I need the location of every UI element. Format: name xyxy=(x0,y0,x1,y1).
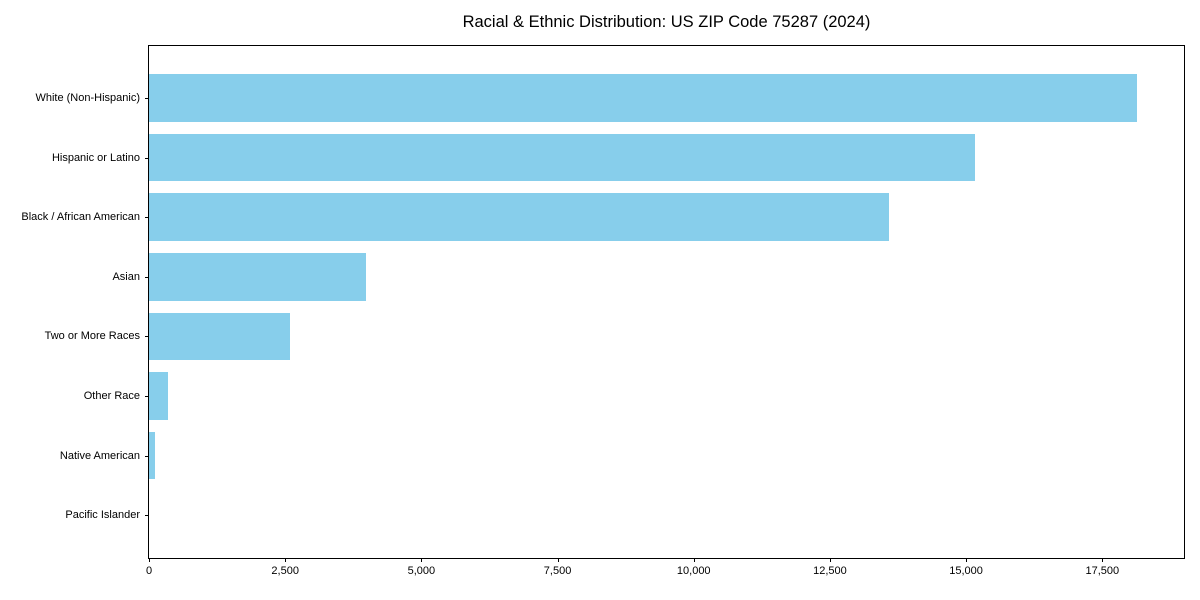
y-tick-other-race xyxy=(145,396,149,397)
y-tick-pacific-islander xyxy=(145,515,149,517)
y-label-asian: Asian xyxy=(112,270,140,283)
plot-area: White (Non-Hispanic) Hispanic or Latino Bl… xyxy=(21,45,1185,577)
x-tick-0 xyxy=(149,558,150,562)
y-label-two-or-more-races: Two or More Races xyxy=(44,330,140,343)
y-label-white-non-hispanic: White (Non-Hispanic) xyxy=(35,92,140,104)
bar-two-or-more-races xyxy=(149,312,291,361)
bar-white-non-hispanic xyxy=(149,74,1138,122)
chart-title: Racial & Ethnic Distribution: US ZIP Cod… xyxy=(462,13,871,31)
bar-native-american xyxy=(149,431,155,480)
y-label-hispanic-or-latino: Hispanic or Latino xyxy=(51,151,140,164)
y-tick-hispanic-or-latino xyxy=(145,157,149,159)
y-label-native-american: Native American xyxy=(59,449,140,462)
y-tick-asian xyxy=(145,276,149,278)
x-label-12500: 12,500 xyxy=(813,565,847,577)
x-tick-5000 xyxy=(421,558,423,562)
x-label-17500: 17,500 xyxy=(1085,565,1120,577)
x-tick-12500 xyxy=(829,558,831,562)
x-label-7500: 7,500 xyxy=(543,565,572,577)
y-tick-black-african-american xyxy=(145,217,149,219)
y-tick-white-non-hispanic xyxy=(145,98,149,99)
x-tick-2500 xyxy=(285,558,287,562)
x-tick-15000 xyxy=(966,558,968,562)
x-label-15000: 15,000 xyxy=(949,565,983,577)
bar-black-african-american xyxy=(149,193,890,241)
bar-hispanic-or-latino xyxy=(149,133,975,182)
y-label-other-race: Other Race xyxy=(83,390,140,402)
x-label-0: 0 xyxy=(145,565,153,577)
y-tick-native-american xyxy=(145,455,149,457)
x-tick-17500 xyxy=(1102,558,1104,562)
x-tick-10000 xyxy=(693,558,695,562)
x-label-2500: 2,500 xyxy=(271,565,299,577)
x-tick-7500 xyxy=(557,558,559,562)
x-label-10000: 10,000 xyxy=(676,565,711,577)
y-label-black-african-american: Black / African American xyxy=(21,211,140,224)
bar-other-race xyxy=(149,372,168,420)
bar-asian xyxy=(149,253,366,301)
y-label-pacific-islander: Pacific Islander xyxy=(65,509,140,522)
y-tick-two-or-more-races xyxy=(145,336,149,338)
x-label-5000: 5,000 xyxy=(407,565,436,577)
